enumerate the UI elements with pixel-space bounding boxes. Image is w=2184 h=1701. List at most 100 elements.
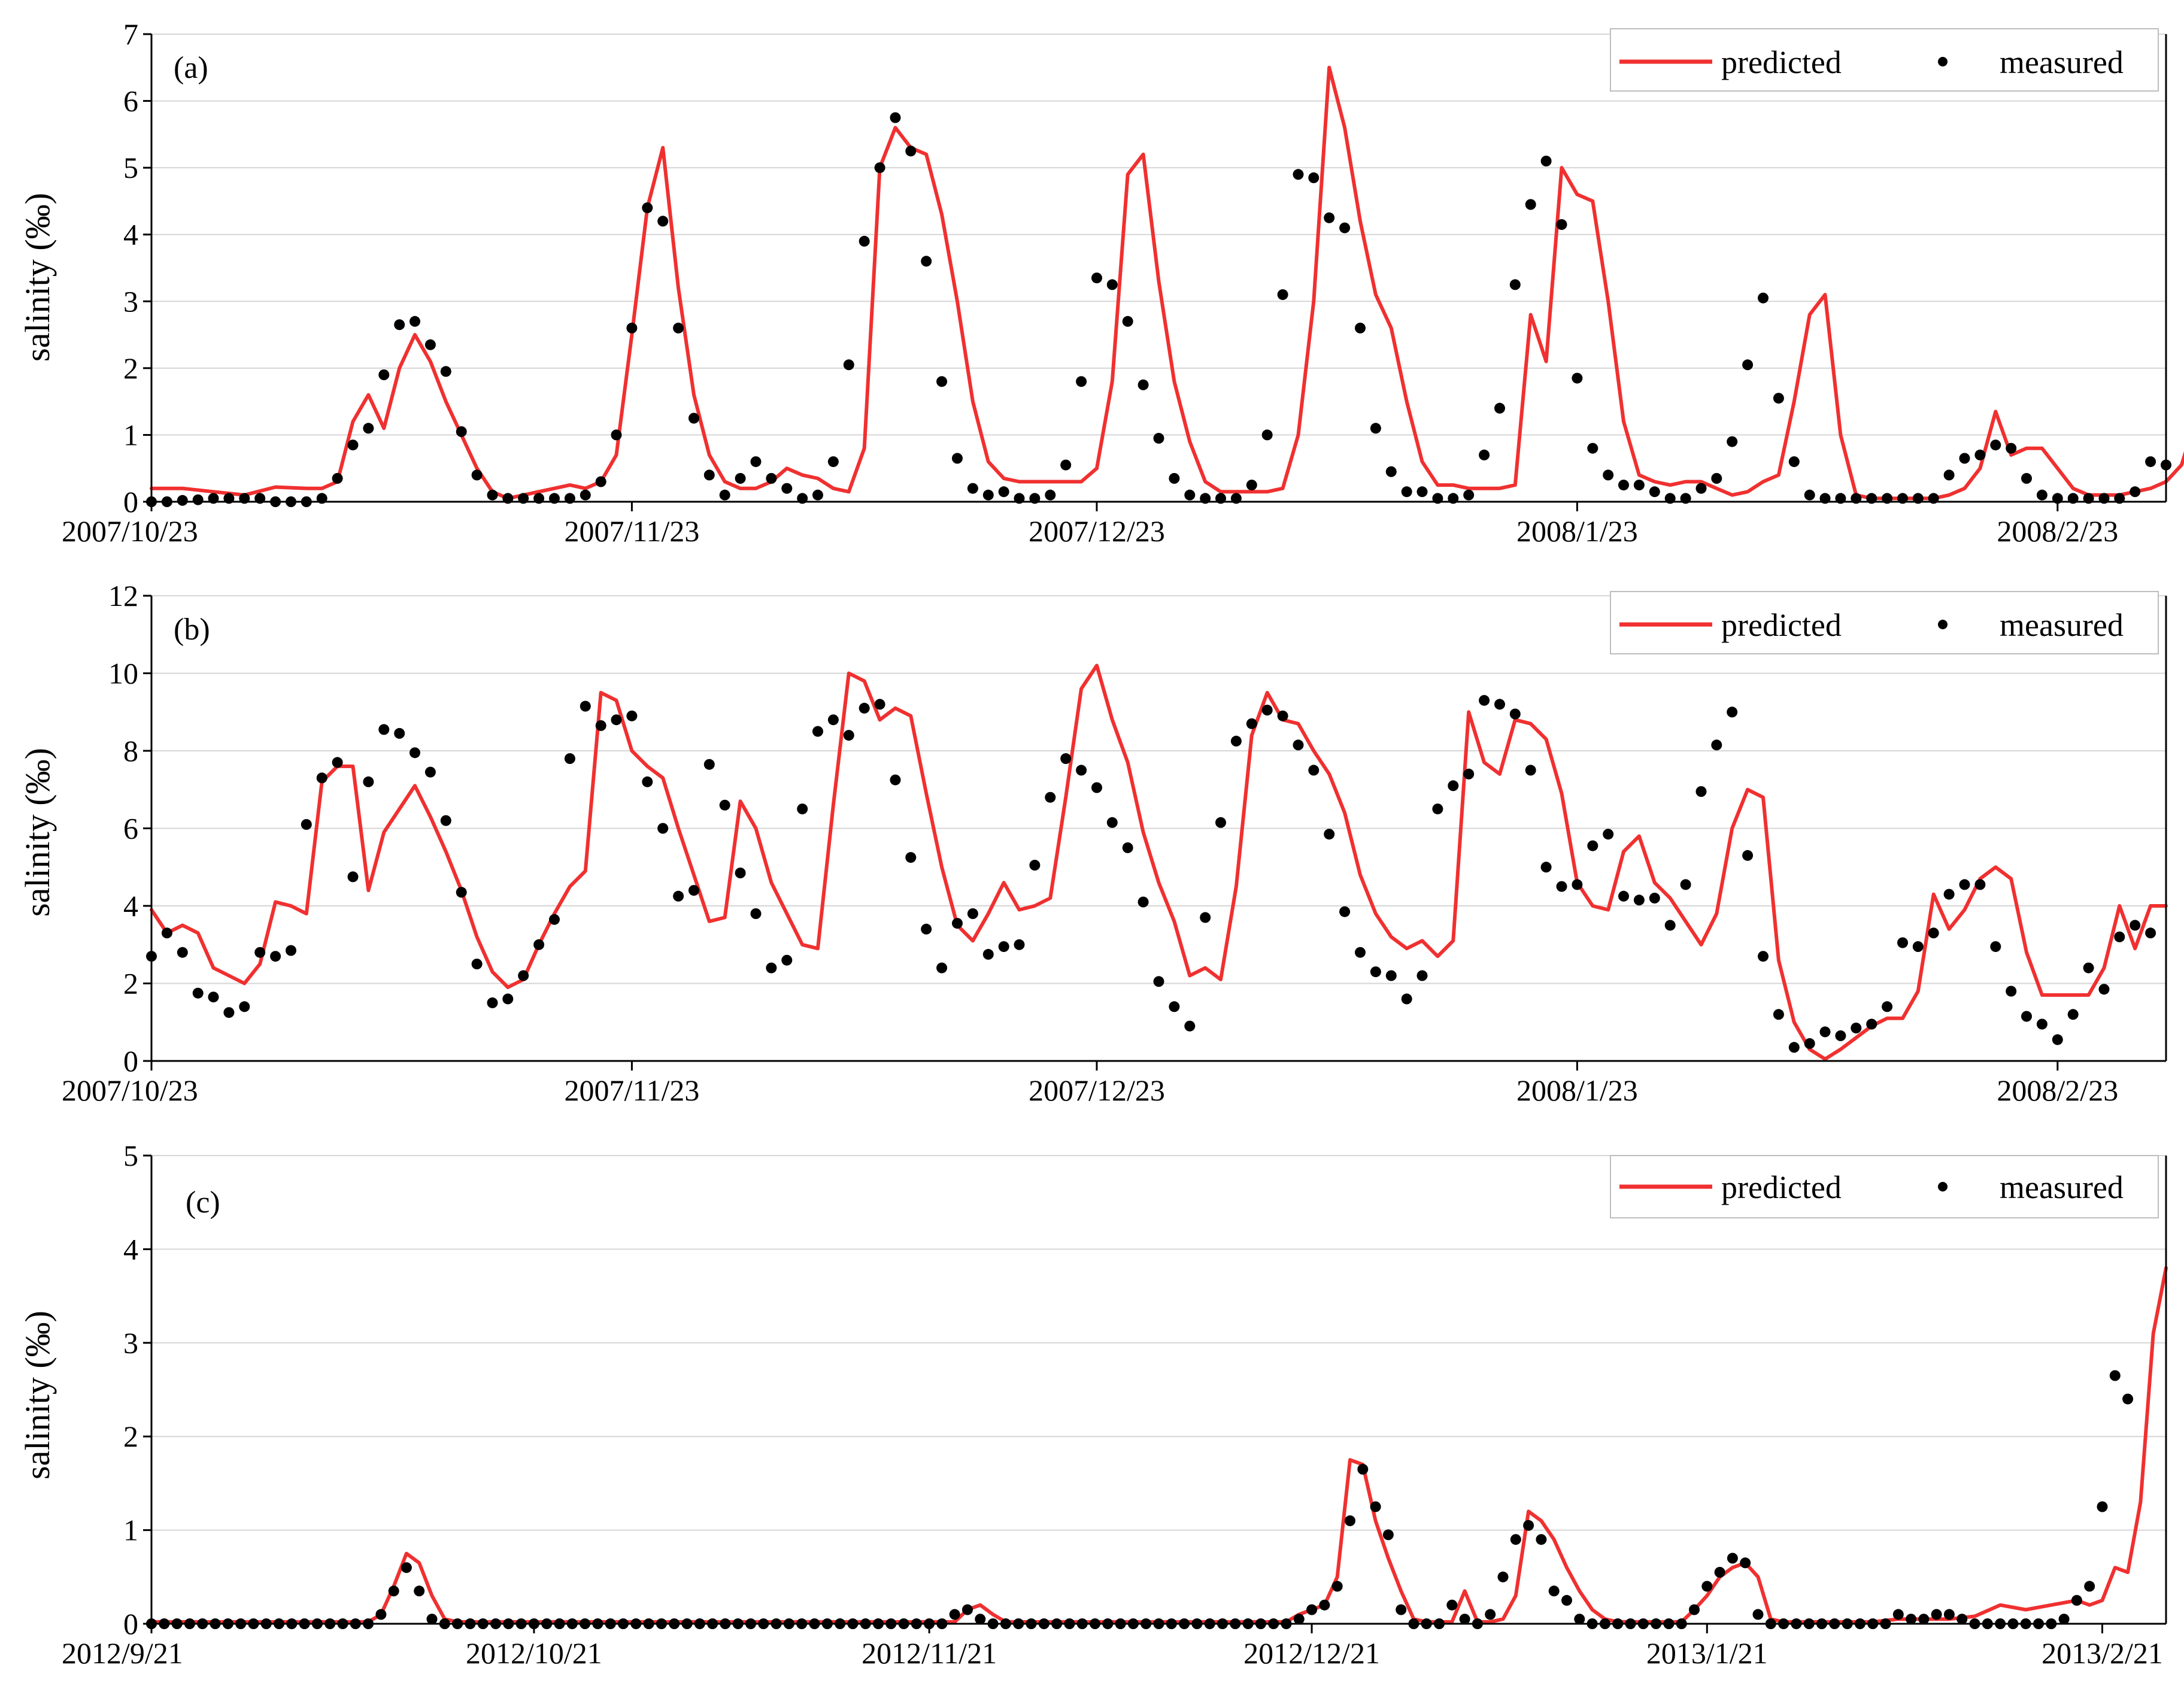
panel-c-measured-point — [1548, 1585, 1560, 1597]
panel-a-measured-point — [1261, 429, 1273, 441]
panel-c-measured-point — [962, 1604, 973, 1615]
panel-c-measured-point — [1523, 1520, 1534, 1531]
panel-a-measured-point — [1758, 292, 1769, 304]
panel-c-measured-point — [2097, 1501, 2108, 1512]
panel-a-gridlines — [151, 34, 2166, 436]
panel-b-predicted-line — [150, 663, 2168, 1061]
panel-a-y-ticks: 0 1 2 3 4 5 6 7 — [123, 17, 151, 519]
panel-a-measured-point — [1138, 379, 1149, 390]
panel-a-measured-point — [2006, 442, 2017, 454]
panel-b-y-tick-label: 12 — [108, 579, 138, 613]
panel-b-measured-point — [735, 868, 746, 878]
panel-c-measured-point — [401, 1562, 412, 1573]
panel-a-measured-point — [766, 473, 777, 484]
panel-c-measured-point — [1918, 1614, 1930, 1625]
panel-b-measured-point — [626, 710, 638, 721]
panel-c-axes — [150, 1156, 2167, 1625]
panel-b-measured-point — [1525, 765, 1536, 776]
panel-c-y-tick-label: 0 — [123, 1607, 138, 1641]
panel-c-measured-point — [1561, 1594, 1572, 1606]
panel-b-x-tick-label: 2007/11/23 — [564, 1074, 699, 1107]
panel-b-measured-point — [2083, 962, 2094, 974]
panel-a-measured-point — [626, 322, 638, 333]
panel-b-x-tick-label: 2008/1/23 — [1516, 1074, 1638, 1107]
panel-b-measured-point — [2145, 927, 2156, 939]
panel-b-measured-point — [1076, 765, 1087, 776]
panel-b-label: (b) — [174, 613, 210, 647]
panel-b-measured-point — [595, 720, 606, 731]
panel-a-measured-point — [703, 469, 715, 481]
panel-c-measured-point — [2058, 1614, 2070, 1625]
panel-a-measured-point — [1339, 222, 1351, 234]
panel-b-measured-point — [1974, 879, 1986, 890]
panel-a-measured-point — [827, 456, 839, 468]
panel-a-measured-point — [1742, 359, 1754, 371]
panel-a-measured-point — [1773, 393, 1784, 404]
panel-b-measured-point — [1664, 920, 1676, 931]
panel-b-measured-point — [456, 887, 467, 898]
panel-b-measured-point — [1509, 708, 1521, 720]
panel-b-x-tick-label: 2007/12/23 — [1029, 1074, 1165, 1107]
panel-a-y-axis-label: salinity (‰) — [18, 193, 57, 362]
panel-b-measured-point — [1587, 840, 1598, 851]
panel-c-measured-point — [975, 1614, 986, 1625]
panel-b-measured-point — [1432, 803, 1443, 815]
panel-b-y-tick-label: 10 — [108, 657, 138, 690]
panel-a-measured-point — [177, 495, 188, 506]
panel-b-measured-point — [1324, 829, 1335, 840]
panel-b-measured-point — [1788, 1042, 1800, 1053]
panel-c-measured-point — [1727, 1553, 1738, 1564]
panel-a-measured-point — [424, 339, 436, 350]
panel-a-measured-point — [1463, 489, 1475, 501]
panel-b-measured-point — [874, 699, 885, 710]
panel-b-measured-point — [440, 815, 451, 826]
panel-b-measured-point — [1014, 939, 1025, 950]
panel-a-measured-point — [394, 319, 405, 331]
panel-c-measured-point — [1752, 1609, 1764, 1620]
panel-b-measured-point — [843, 730, 854, 741]
panel-b-measured-point — [1649, 893, 1660, 903]
panel-a-y-tick-label: 0 — [123, 485, 138, 519]
panel-b-y-tick-label: 4 — [123, 889, 138, 923]
panel-c-y-tick-label: 4 — [123, 1232, 138, 1266]
panel-b-measured-point — [301, 819, 312, 830]
panel-b-measured-point — [316, 772, 327, 784]
panel-a-x-tick-label: 2007/12/23 — [1029, 514, 1165, 548]
panel-a-measured-point — [936, 376, 948, 387]
panel-c-y-ticks: 0 1 2 3 4 5 — [123, 1139, 151, 1641]
panel-a-measured-point — [1045, 489, 1056, 501]
panel-b-legend: predicted measured — [1610, 591, 2159, 654]
panel-b-measured-point — [1401, 993, 1412, 1005]
panel-c-legend-measured-label: measured — [2000, 1169, 2124, 1205]
panel-a-legend-predicted-label: predicted — [1721, 44, 1842, 80]
panel-b-measured-point — [797, 803, 808, 815]
panel-b-measured-point — [286, 945, 296, 956]
panel-b-measured-point — [982, 948, 994, 960]
panel-c-measured-point — [1574, 1614, 1585, 1625]
panel-a-measured-point — [1324, 212, 1335, 223]
panel-b-measured-point — [564, 753, 575, 764]
panel-c-measured-point — [1536, 1534, 1547, 1545]
panel-a-measured-point — [2145, 456, 2156, 468]
panel-a-measured-point — [1122, 316, 1133, 327]
panel-a-measured-point — [1385, 466, 1397, 477]
panel-a-measured-point — [688, 413, 699, 424]
panel-b-measured-point — [1293, 739, 1304, 751]
panel-b-measured-point — [533, 939, 545, 950]
panel-b-measured-point — [2036, 1018, 2048, 1030]
panel-b-measured-point — [890, 774, 901, 786]
panel-a-x-ticks: 2007/10/23 2007/11/23 2007/12/23 2008/1/23 2… — [62, 502, 2118, 548]
panel-b-measured-point — [998, 941, 1009, 952]
panel-b-measured-point — [2098, 984, 2110, 995]
panel-a-measured-point — [1990, 439, 2001, 451]
panel-c-measured-point — [1740, 1557, 1751, 1569]
panel-a-measured-point — [1633, 480, 1645, 491]
panel-b-measured-point — [703, 759, 715, 770]
panel-a-measured-point — [673, 322, 684, 333]
panel-a-measured-point — [1076, 376, 1087, 387]
panel-a-measured-point — [2036, 489, 2048, 501]
panel-a-measured-point — [905, 145, 917, 157]
panel-b-measured-point — [1246, 718, 1257, 729]
panel-b-predicted-series — [150, 663, 2168, 1061]
